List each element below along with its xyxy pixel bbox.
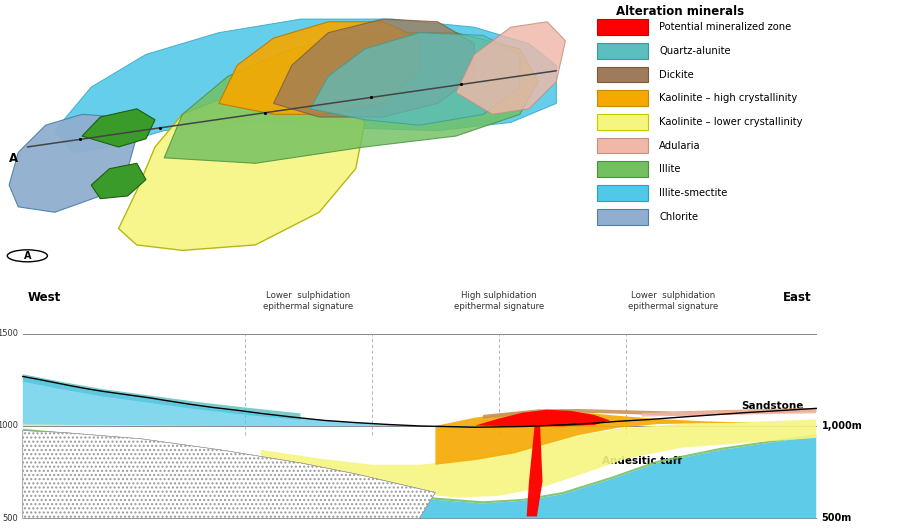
Polygon shape [526,426,542,516]
Polygon shape [9,114,137,212]
Text: Lower  sulphidation
epithermal signature: Lower sulphidation epithermal signature [628,291,718,311]
Polygon shape [23,430,435,518]
Bar [597,114,647,130]
Bar [597,209,647,224]
Text: Andesitic tuff: Andesitic tuff [601,456,681,466]
Text: Illite: Illite [659,164,681,174]
Text: 500: 500 [3,514,18,523]
Text: Lower  sulphidation
epithermal signature: Lower sulphidation epithermal signature [263,291,353,311]
Text: 1,000m: 1,000m [821,421,862,431]
Text: Adularia: Adularia [659,140,701,150]
Text: Illite-smectite: Illite-smectite [659,188,727,198]
Text: 1500: 1500 [0,329,18,338]
Polygon shape [219,22,419,114]
Text: West: West [27,291,60,304]
Text: 500m: 500m [821,513,851,523]
Polygon shape [23,374,301,420]
Text: Kaolinite – lower crystallinity: Kaolinite – lower crystallinity [659,117,802,127]
Text: A: A [24,251,31,261]
Bar [597,67,647,82]
Text: Chlorite: Chlorite [659,212,698,222]
Polygon shape [55,19,556,153]
Polygon shape [118,87,364,250]
Polygon shape [91,163,146,199]
Polygon shape [310,33,519,125]
Polygon shape [475,410,609,426]
Polygon shape [456,22,565,114]
Bar [597,20,647,35]
Text: Alteration minerals: Alteration minerals [615,5,742,18]
Polygon shape [641,408,815,417]
Polygon shape [23,430,815,518]
Polygon shape [261,419,815,497]
Polygon shape [23,429,815,504]
Polygon shape [273,19,474,117]
Text: Potential mineralized zone: Potential mineralized zone [659,22,791,32]
Bar [597,90,647,106]
Text: Kaolinite – high crystallinity: Kaolinite – high crystallinity [659,93,797,103]
Text: Quartz-alunite: Quartz-alunite [659,46,731,56]
Bar [597,162,647,177]
Polygon shape [164,33,537,163]
Bar [597,138,647,154]
Text: 1000: 1000 [0,421,18,430]
Polygon shape [435,410,815,465]
Text: Dickite: Dickite [659,70,693,80]
Text: A: A [9,153,18,165]
Polygon shape [82,109,155,147]
Polygon shape [483,408,815,419]
Bar [597,185,647,201]
Text: Intrusive: Intrusive [59,445,111,455]
Text: High sulphidation
epithermal signature: High sulphidation epithermal signature [454,291,543,311]
Text: Sandstone: Sandstone [741,401,803,411]
Text: East: East [783,291,811,304]
Polygon shape [23,425,276,426]
Polygon shape [23,376,475,427]
Bar [597,43,647,59]
